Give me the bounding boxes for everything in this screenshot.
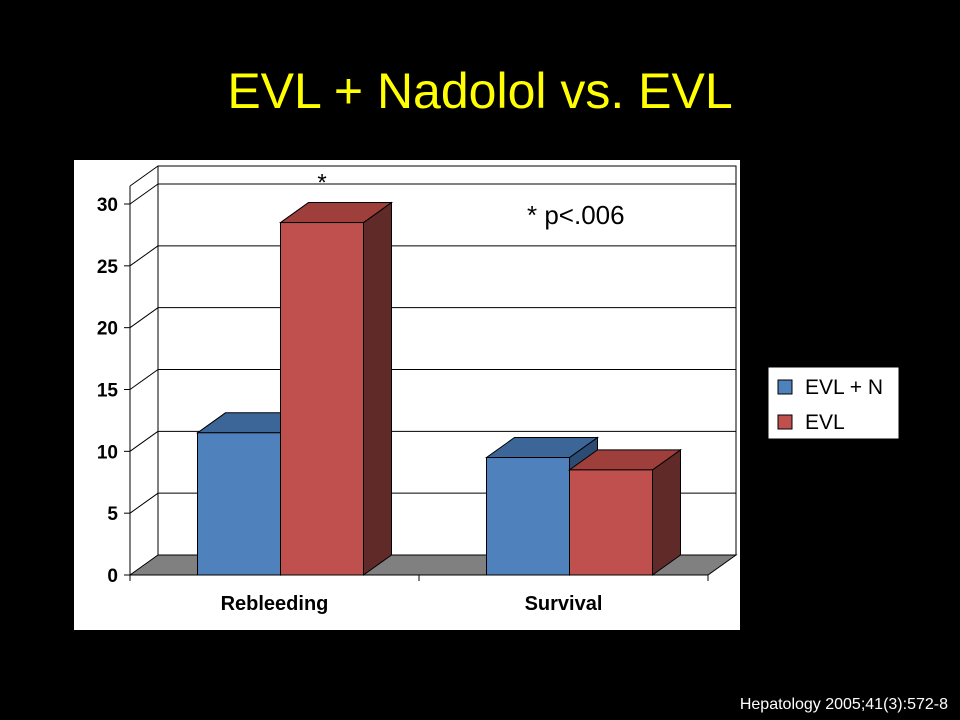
bar-evl-n-survival	[486, 457, 570, 576]
x-tick-label: Rebleeding	[221, 593, 329, 615]
gridline-diagonal	[129, 245, 159, 267]
bar-evl-n-rebleeding	[197, 432, 281, 576]
x-tick-label: Survival	[525, 593, 603, 615]
citation: Hepatology 2005;41(3):572-8	[739, 696, 948, 713]
significance-asterisk: *	[317, 170, 326, 197]
y-tick-label: 25	[97, 257, 119, 278]
legend-swatch	[777, 379, 793, 395]
slide-title: EVL + Nadolol vs. EVL	[227, 63, 733, 119]
y-tick-label: 5	[107, 504, 118, 525]
y-tick-label: 0	[107, 566, 118, 587]
legend-label: EVL + N	[805, 376, 883, 399]
bar-side-evl-rebleeding	[363, 201, 392, 576]
y-tick-label: 10	[97, 442, 118, 463]
legend-label: EVL	[805, 411, 845, 434]
bar-evl-rebleeding	[280, 222, 364, 576]
bar-evl-survival	[569, 469, 653, 576]
y-tick-label: 30	[97, 195, 118, 216]
gridline-diagonal	[129, 307, 159, 329]
gridline-diagonal	[129, 369, 159, 390]
y-tick-label: 20	[97, 319, 118, 340]
gridline-diagonal	[129, 183, 159, 205]
p-value-annotation: * p<.006	[527, 200, 625, 230]
legend-swatch	[777, 414, 793, 430]
bar-side-evl-survival	[652, 448, 681, 576]
gridline-diagonal	[129, 492, 159, 514]
y-tick-label: 15	[97, 381, 119, 402]
gridline-diagonal	[129, 430, 159, 452]
